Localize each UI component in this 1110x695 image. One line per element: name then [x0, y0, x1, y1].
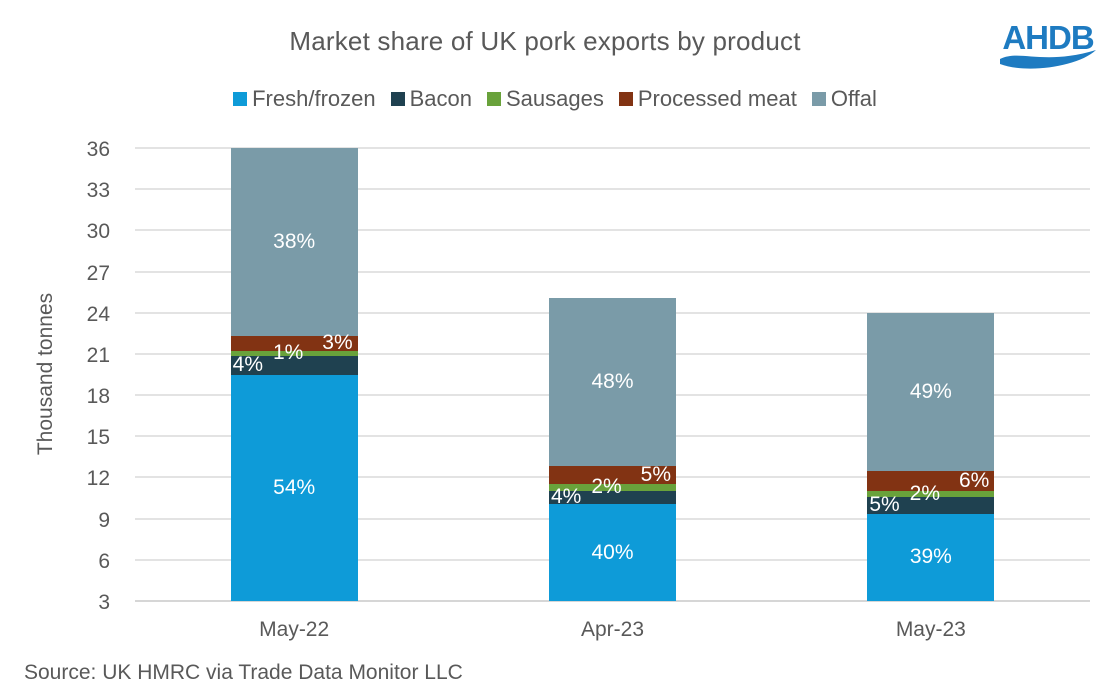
y-tick-label-3: 3	[98, 591, 110, 614]
y-tick-label-33: 33	[86, 179, 110, 203]
ahdb-logo-svg: AHDB	[1000, 19, 1096, 69]
ahdb-logo-text: AHDB	[1002, 19, 1093, 56]
legend-label: Bacon	[409, 86, 472, 111]
chart-title: Market share of UK pork exports by produ…	[289, 26, 801, 56]
legend-item-offal: Offal	[811, 86, 877, 112]
gridline-30	[135, 229, 1090, 232]
segment-sausages-may-23	[867, 490, 995, 498]
y-tick-label-12: 12	[86, 467, 110, 491]
segment-label-bacon-may-22: 4%	[232, 353, 264, 377]
gridline-33	[135, 188, 1090, 191]
legend-label: Sausages	[506, 86, 604, 111]
legend-swatch-processed-meat	[618, 92, 633, 106]
y-tick-label-30: 30	[86, 220, 110, 244]
segment-processed-meat-may-22	[230, 335, 358, 351]
legend-swatch-sausages	[487, 92, 501, 106]
segment-offal-may-22	[230, 148, 358, 336]
legend-item-processed-meat: Processed meat	[618, 86, 797, 112]
segment-processed-meat-apr-23	[549, 466, 676, 484]
segment-label-sausages-may-23: 2%	[909, 481, 940, 505]
segment-sausages-may-22	[230, 350, 358, 356]
y-tick-label-18: 18	[86, 385, 110, 409]
segment-label-processed-meat-may-23: 6%	[958, 468, 990, 492]
legend: Fresh/frozen Bacon Sausages Processed meat O…	[0, 86, 1110, 112]
segment-label-offal-apr-23: 48%	[591, 370, 634, 394]
segment-label-bacon-may-23: 5%	[869, 493, 900, 517]
gridline-3	[135, 600, 1090, 602]
segment-sausages-apr-23	[549, 483, 676, 491]
segment-label-processed-meat-apr-23: 5%	[640, 463, 671, 487]
y-tick-label-36: 36	[86, 138, 110, 161]
segment-bacon-may-23	[867, 497, 995, 514]
segment-bacon-apr-23	[549, 490, 676, 505]
x-axis-label-may-22: May-22	[259, 618, 330, 641]
y-tick-label-24: 24	[86, 302, 110, 326]
segment-label-offal-may-23: 49%	[909, 379, 952, 403]
x-axis-label-may-23: May-23	[895, 618, 966, 641]
legend-item-fresh-frozen: Fresh/frozen	[233, 86, 376, 112]
segment-label-sausages-apr-23: 2%	[591, 475, 622, 499]
segment-fresh-frozen-may-23	[867, 513, 995, 601]
legend-item-sausages: Sausages	[487, 86, 604, 112]
legend-label: Fresh/frozen	[252, 86, 376, 111]
legend-label: Offal	[830, 86, 877, 111]
segment-label-fresh-frozen-may-23: 39%	[909, 545, 952, 569]
y-tick-label-15: 15	[86, 426, 110, 450]
source-note: Source: UK HMRC via Trade Data Monitor L…	[24, 661, 463, 684]
segment-label-bacon-apr-23: 4%	[551, 485, 582, 509]
ahdb-logo-wave	[1000, 50, 1096, 69]
segment-offal-apr-23	[549, 297, 676, 467]
x-axis-label-apr-23: Apr-23	[580, 618, 645, 641]
segment-label-fresh-frozen-apr-23: 40%	[591, 540, 634, 564]
legend-swatch-bacon	[390, 92, 405, 106]
legend-swatch-fresh-frozen	[233, 92, 248, 106]
segment-offal-may-23	[867, 312, 995, 471]
segment-label-processed-meat-may-22: 3%	[322, 331, 353, 355]
legend-item-bacon: Bacon	[390, 86, 472, 112]
gridline-36	[135, 147, 1090, 149]
legend-label: Processed meat	[637, 86, 797, 111]
segment-label-fresh-frozen-may-22: 54%	[273, 476, 316, 500]
segment-bacon-may-22	[230, 355, 358, 376]
segment-fresh-frozen-may-22	[230, 375, 358, 601]
y-tick-label-21: 21	[86, 343, 110, 367]
segment-label-sausages-may-22: 1%	[272, 341, 304, 365]
legend-swatch-offal	[811, 92, 826, 106]
y-tick-label-6: 6	[98, 549, 110, 573]
y-tick-label-27: 27	[86, 261, 110, 285]
ahdb-logo: AHDB	[998, 12, 1098, 74]
segment-fresh-frozen-apr-23	[549, 504, 676, 601]
y-tick-label-9: 9	[98, 508, 110, 532]
segment-label-offal-may-22: 38%	[273, 229, 316, 253]
segment-processed-meat-may-23	[867, 470, 995, 491]
gridline-27	[135, 270, 1090, 273]
